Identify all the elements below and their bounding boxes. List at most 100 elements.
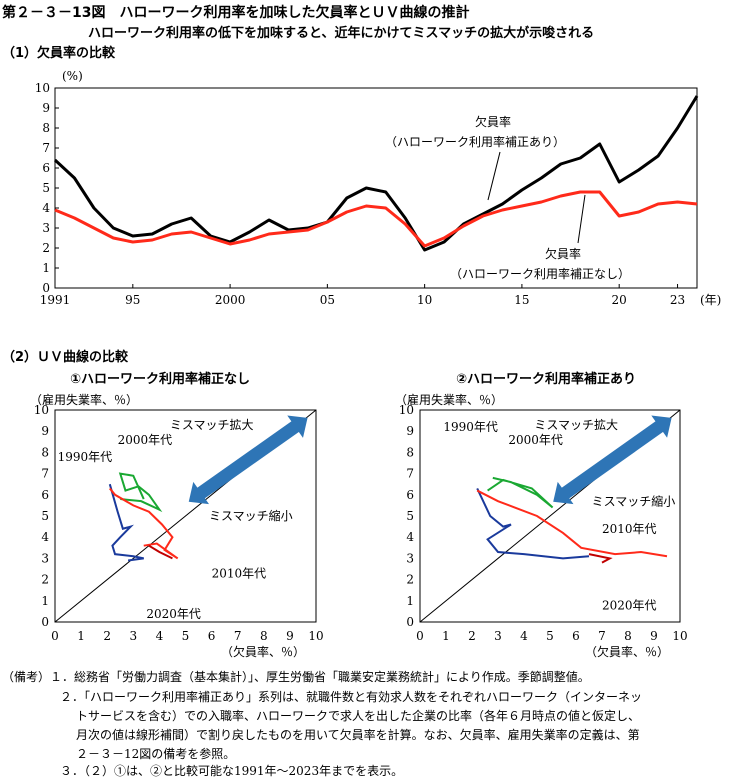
y-tick-label: 10 — [399, 403, 414, 417]
uv-line-1990年代 — [108, 483, 144, 562]
y-tick-label: 2 — [41, 573, 49, 587]
x-tick-label: 6 — [208, 629, 216, 643]
y-tick-label: 3 — [42, 221, 50, 235]
x-tick-label: 3 — [129, 629, 137, 643]
uv-plot-frame — [54, 409, 317, 623]
x-tick-label: 95 — [125, 293, 140, 307]
y-tick-label: 8 — [41, 445, 49, 459]
figure-title: 第２－３－13図 ハローワーク利用率を加味した欠員率とＵＶ曲線の推計 — [2, 5, 470, 21]
y-tick-label: 0 — [42, 281, 50, 295]
uv-line-2020年代 — [588, 553, 613, 564]
y-tick-label: 2 — [406, 573, 414, 587]
y-tick-label: 4 — [42, 201, 50, 215]
section-2-heading: （2）ＵＶ曲線の比較 — [2, 350, 129, 365]
x-tick-label: 6 — [572, 629, 580, 643]
uv-line-2000年代 — [487, 476, 554, 509]
series-label-corrected-note: （ハローワーク利用率補正あり） — [385, 134, 565, 149]
section-1-heading: （1）欠員率の比較 — [2, 46, 116, 61]
series-line-uncorrected — [54, 190, 698, 248]
y-axis-label: (%) — [62, 69, 83, 83]
x-tick-label: 8 — [260, 629, 268, 643]
uv-chart-1-title: ①ハローワーク利用率補正なし — [70, 372, 251, 387]
y-tick-label: 1 — [42, 261, 50, 275]
x-tick-label: 5 — [182, 629, 190, 643]
y-tick-label: 6 — [41, 488, 49, 502]
note-3: ３．（２）①は、②と比較可能な1991年～2023年までを表示。 — [60, 764, 404, 777]
y-tick-label: 2 — [42, 241, 50, 255]
x-tick-label: 8 — [624, 629, 632, 643]
x-tick-label: 1 — [442, 629, 450, 643]
y-tick-label: 5 — [406, 509, 414, 523]
uv-line-1990年代 — [476, 488, 590, 560]
x-tick-label: 10 — [672, 629, 687, 643]
note-2c: 月次の値は線形補間）で割り戻したものを用いて欠員率を計算。なお、欠員率、雇用失業… — [76, 728, 640, 742]
series-label-uncorrected-note: （ハローワーク利用率補正なし） — [450, 266, 630, 281]
annotation-mismatch-shrink: ミスマッチ縮小 — [209, 508, 293, 523]
y-tick-label: 7 — [41, 467, 49, 481]
mismatch-arrow-head — [287, 415, 308, 438]
series-label-2010年代: 2010年代 — [212, 566, 267, 580]
note-1: （備考）１．総務省「労働力調査（基本集計）」、厚生労働省「職業安定業務統計」によ… — [2, 670, 590, 684]
x-tick-label: 23 — [670, 293, 685, 307]
x-tick-label: 7 — [598, 629, 606, 643]
x-tick-label: 2 — [103, 629, 111, 643]
uv-plot-frame — [419, 409, 681, 623]
x-tick-label: 0 — [416, 629, 424, 643]
x-axis-label: （欠員率、％） — [221, 644, 305, 659]
annotation-mismatch-expand: ミスマッチ拡大 — [534, 418, 618, 432]
y-tick-label: 9 — [41, 424, 49, 438]
x-tick-label: 10 — [417, 293, 432, 307]
y-tick-label: 6 — [406, 488, 414, 502]
series-label-1990年代: 1990年代 — [443, 420, 498, 434]
y-tick-label: 1 — [41, 594, 49, 608]
y-tick-label: 0 — [406, 615, 414, 629]
mismatch-arrow-head — [553, 481, 574, 505]
x-tick-label: 2000 — [215, 293, 246, 307]
y-tick-label: 10 — [35, 81, 50, 95]
x-tick-label: 4 — [156, 629, 164, 643]
y-tick-label: 7 — [406, 467, 414, 481]
note-2d: ２－３－12図の備考を参照。 — [76, 747, 236, 761]
uv-line-2010年代 — [476, 489, 668, 558]
annotation-mismatch-expand: ミスマッチ拡大 — [170, 418, 254, 432]
mismatch-arrow-head — [651, 415, 672, 438]
series-label-uncorrected: 欠員率 — [545, 246, 581, 261]
x-tick-label: 9 — [650, 629, 658, 643]
y-tick-label: 1 — [406, 594, 414, 608]
series-label-2010年代: 2010年代 — [602, 522, 657, 536]
mismatch-arrow-shaft — [559, 419, 666, 501]
y-tick-label: 10 — [34, 403, 49, 417]
x-tick-label: 10 — [308, 629, 323, 643]
series-label-2000年代: 2000年代 — [508, 433, 563, 447]
series-line-corrected — [53, 95, 699, 252]
series-label-2000年代: 2000年代 — [118, 433, 173, 447]
y-axis-label: （雇用失業率、％） — [395, 392, 503, 407]
y-tick-label: 5 — [41, 509, 49, 523]
x-tick-label: 05 — [320, 293, 335, 307]
x-tick-label: 15 — [514, 293, 529, 307]
series-label-2020年代: 2020年代 — [602, 598, 657, 612]
y-tick-label: 4 — [41, 530, 49, 544]
y-axis-label: （雇用失業率、％） — [30, 392, 138, 407]
plot-frame — [54, 87, 698, 289]
x-tick-label: 5 — [546, 629, 554, 643]
x-tick-label: 3 — [494, 629, 502, 643]
figure-subtitle: ハローワーク利用率の低下を加味すると、近年にかけてミスマッチの拡大が示唆される — [88, 26, 595, 41]
x-tick-label: 20 — [612, 293, 627, 307]
y-tick-label: 7 — [42, 141, 50, 155]
y-tick-label: 0 — [41, 615, 49, 629]
y-tick-label: 9 — [406, 424, 414, 438]
leader-line — [487, 151, 501, 201]
y-tick-label: 8 — [406, 445, 414, 459]
series-label-2020年代: 2020年代 — [146, 607, 201, 621]
y-tick-label: 9 — [42, 101, 50, 115]
uv-line-2010年代 — [109, 487, 179, 560]
y-tick-label: 3 — [41, 551, 49, 565]
series-label-corrected: 欠員率 — [475, 114, 511, 129]
x-tick-label: 1 — [77, 629, 85, 643]
uv-chart-2-title: ②ハローワーク利用率補正あり — [456, 372, 637, 387]
series-label-1990年代: 1990年代 — [58, 450, 113, 464]
y-tick-label: 6 — [42, 161, 50, 175]
annotation-mismatch-shrink: ミスマッチ縮小 — [592, 493, 676, 508]
